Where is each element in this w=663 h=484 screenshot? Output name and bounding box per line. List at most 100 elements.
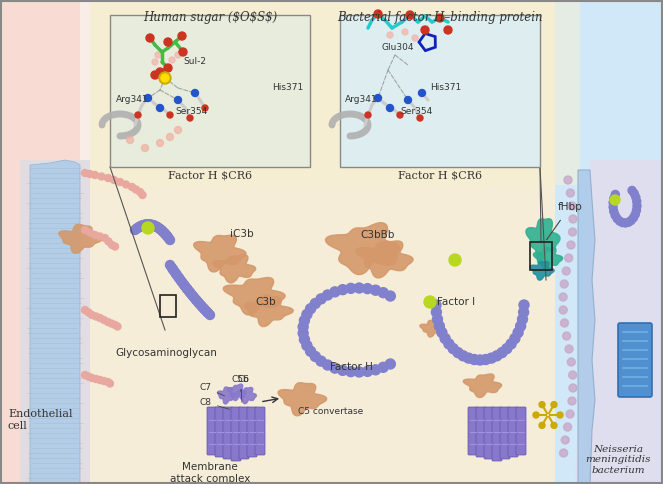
Circle shape [568, 358, 575, 366]
Circle shape [316, 294, 326, 304]
Circle shape [156, 105, 164, 111]
Circle shape [519, 300, 529, 310]
Circle shape [151, 221, 160, 230]
Circle shape [310, 299, 320, 308]
Circle shape [177, 277, 186, 286]
Circle shape [167, 112, 173, 118]
Circle shape [463, 353, 473, 363]
Circle shape [88, 312, 95, 318]
Circle shape [564, 423, 572, 431]
Circle shape [421, 26, 429, 34]
Circle shape [91, 171, 99, 179]
Circle shape [160, 229, 170, 238]
Circle shape [158, 227, 167, 236]
Circle shape [378, 287, 389, 298]
Circle shape [202, 105, 208, 111]
Circle shape [619, 219, 627, 227]
Text: Factor H $CR6: Factor H $CR6 [398, 170, 482, 180]
Circle shape [565, 254, 573, 262]
Text: C6: C6 [237, 375, 249, 391]
FancyBboxPatch shape [239, 407, 249, 459]
Circle shape [135, 112, 141, 118]
Text: Ser354: Ser354 [175, 107, 208, 117]
Bar [20, 160, 130, 484]
Polygon shape [30, 160, 80, 484]
Circle shape [200, 304, 209, 314]
Circle shape [145, 94, 152, 102]
Circle shape [172, 271, 182, 280]
Circle shape [365, 112, 371, 118]
Circle shape [108, 320, 115, 327]
Circle shape [437, 328, 447, 337]
Text: His371: His371 [430, 84, 461, 92]
Circle shape [182, 285, 192, 293]
Circle shape [475, 355, 485, 365]
Circle shape [431, 300, 441, 310]
Circle shape [310, 351, 320, 362]
Circle shape [107, 380, 113, 387]
Circle shape [179, 48, 187, 56]
Bar [340, 15, 540, 167]
Circle shape [203, 308, 211, 317]
Text: C5b: C5b [232, 375, 250, 402]
Circle shape [560, 449, 568, 457]
Circle shape [559, 293, 567, 301]
Circle shape [569, 384, 577, 392]
Polygon shape [555, 0, 663, 484]
Circle shape [155, 52, 161, 58]
Circle shape [633, 206, 640, 214]
Circle shape [539, 402, 545, 408]
Circle shape [436, 14, 444, 22]
Polygon shape [575, 160, 663, 484]
Circle shape [101, 317, 107, 323]
Circle shape [156, 68, 164, 76]
Circle shape [160, 229, 170, 238]
Circle shape [145, 220, 154, 229]
Circle shape [611, 190, 619, 198]
Circle shape [560, 280, 568, 288]
Polygon shape [326, 223, 400, 274]
Circle shape [164, 38, 172, 46]
Circle shape [143, 220, 152, 229]
Circle shape [187, 115, 193, 121]
Circle shape [142, 222, 154, 234]
Circle shape [385, 291, 395, 301]
Circle shape [404, 96, 412, 104]
Circle shape [397, 112, 403, 118]
Circle shape [418, 90, 426, 96]
Circle shape [201, 306, 210, 315]
Circle shape [610, 208, 618, 215]
Circle shape [337, 285, 347, 295]
Circle shape [613, 214, 621, 223]
Circle shape [300, 334, 310, 345]
Circle shape [154, 224, 163, 233]
Circle shape [182, 285, 192, 293]
Circle shape [131, 226, 139, 235]
Polygon shape [533, 247, 563, 271]
Circle shape [117, 179, 123, 185]
Text: Bacterial factor H–binding protein: Bacterial factor H–binding protein [337, 11, 543, 24]
Circle shape [167, 263, 176, 272]
Text: C8: C8 [200, 398, 229, 409]
Circle shape [371, 285, 381, 295]
Circle shape [111, 321, 119, 329]
Circle shape [174, 273, 183, 282]
FancyBboxPatch shape [231, 407, 241, 461]
Circle shape [633, 197, 640, 205]
Circle shape [139, 192, 146, 198]
Circle shape [323, 290, 333, 300]
Circle shape [105, 318, 111, 326]
Circle shape [330, 287, 340, 297]
Circle shape [566, 189, 574, 197]
Circle shape [197, 302, 206, 310]
Circle shape [159, 228, 168, 237]
Circle shape [114, 323, 121, 330]
FancyBboxPatch shape [215, 407, 225, 457]
Bar [530, 242, 552, 270]
Circle shape [569, 228, 577, 236]
Circle shape [91, 231, 99, 239]
Circle shape [142, 220, 151, 229]
Polygon shape [530, 261, 554, 280]
Circle shape [82, 227, 88, 233]
Circle shape [337, 365, 347, 376]
